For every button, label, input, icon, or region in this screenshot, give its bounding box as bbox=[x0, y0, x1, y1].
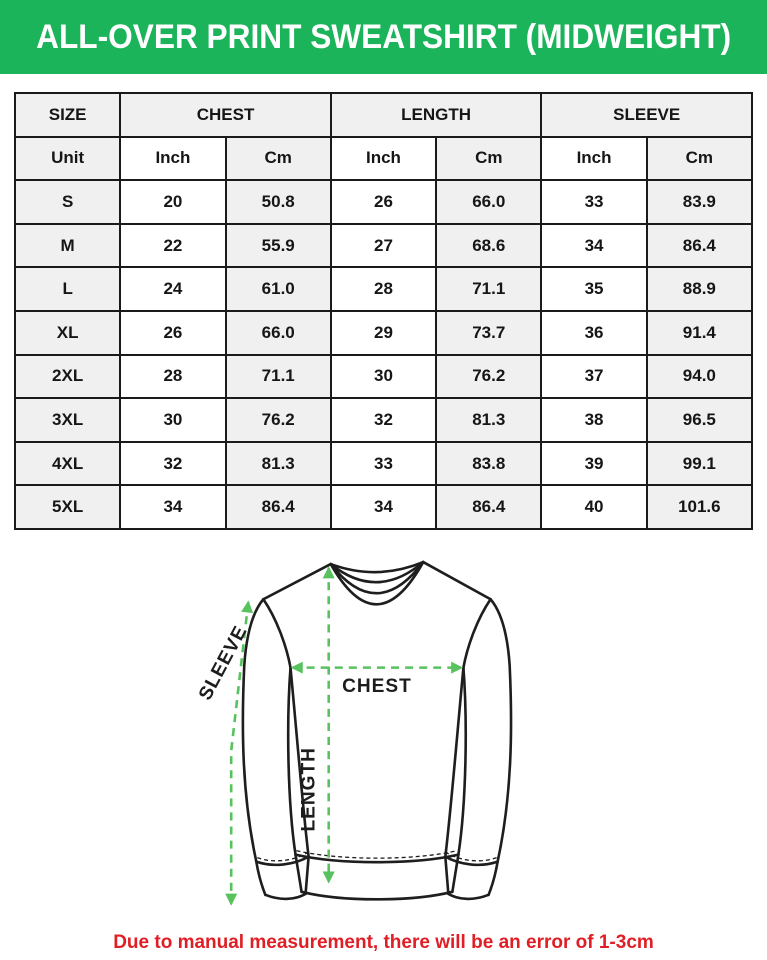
sweatshirt-diagram: SLEEVE CHEST LENGTH bbox=[0, 550, 767, 924]
size-row: 4XL 32 81.3 33 83.8 39 99.1 bbox=[13, 440, 754, 487]
value-cell: 50.8 bbox=[224, 179, 332, 225]
unit-cell: Inch bbox=[540, 135, 648, 182]
unit-cell: Unit bbox=[13, 135, 122, 182]
size-row: S 20 50.8 26 66.0 33 83.9 bbox=[13, 179, 754, 225]
value-cell: 30 bbox=[119, 397, 227, 443]
column-group-size: SIZE bbox=[13, 92, 122, 138]
value-cell: 86.4 bbox=[224, 484, 332, 530]
unit-cell: Cm bbox=[645, 135, 754, 182]
sweatshirt-outline bbox=[241, 560, 512, 901]
column-group-length: LENGTH bbox=[329, 92, 543, 138]
unit-cell: Cm bbox=[224, 135, 332, 182]
value-cell: 71.1 bbox=[435, 266, 543, 312]
value-cell: 40 bbox=[540, 484, 648, 530]
value-cell: 76.2 bbox=[435, 353, 543, 400]
size-cell: M bbox=[13, 222, 122, 269]
sleeve-measure-arrow bbox=[224, 600, 253, 906]
chest-label: CHEST bbox=[342, 676, 412, 697]
value-cell: 99.1 bbox=[645, 440, 754, 487]
measure-arrows bbox=[224, 566, 463, 906]
value-cell: 101.6 bbox=[645, 484, 754, 530]
value-cell: 68.6 bbox=[435, 222, 543, 269]
value-cell: 86.4 bbox=[645, 222, 754, 269]
value-cell: 20 bbox=[119, 179, 227, 225]
value-cell: 88.9 bbox=[645, 266, 754, 312]
value-cell: 26 bbox=[119, 309, 227, 356]
size-chart-table: SIZE CHEST LENGTH SLEEVE Unit Inch Cm Inch Cm Inc… bbox=[13, 92, 754, 530]
value-cell: 37 bbox=[540, 353, 648, 400]
value-cell: 86.4 bbox=[435, 484, 543, 530]
value-cell: 26 bbox=[329, 179, 438, 225]
value-cell: 35 bbox=[540, 266, 648, 312]
size-cell: 4XL bbox=[13, 440, 122, 487]
size-row: 2XL 28 71.1 30 76.2 37 94.0 bbox=[13, 353, 754, 400]
unit-cell: Inch bbox=[119, 135, 227, 182]
title-banner: ALL-OVER PRINT SWEATSHIRT (MIDWEIGHT) bbox=[0, 0, 767, 74]
value-cell: 55.9 bbox=[224, 222, 332, 269]
measurement-disclaimer: Due to manual measurement, there will be… bbox=[113, 931, 654, 953]
page-title: ALL-OVER PRINT SWEATSHIRT (MIDWEIGHT) bbox=[35, 17, 732, 56]
value-cell: 33 bbox=[540, 179, 648, 225]
size-row: XL 26 66.0 29 73.7 36 91.4 bbox=[13, 309, 754, 356]
value-cell: 71.1 bbox=[224, 353, 332, 400]
value-cell: 32 bbox=[119, 440, 227, 487]
size-row: L 24 61.0 28 71.1 35 88.9 bbox=[13, 266, 754, 312]
value-cell: 22 bbox=[119, 222, 227, 269]
sweatshirt-diagram-svg: SLEEVE CHEST LENGTH bbox=[198, 560, 512, 906]
unit-cell: Inch bbox=[329, 135, 438, 182]
value-cell: 30 bbox=[329, 353, 438, 400]
size-row: 5XL 34 86.4 34 86.4 40 101.6 bbox=[13, 484, 754, 530]
value-cell: 91.4 bbox=[645, 309, 754, 356]
value-cell: 38 bbox=[540, 397, 648, 443]
value-cell: 76.2 bbox=[224, 397, 332, 443]
value-cell: 36 bbox=[540, 309, 648, 356]
value-cell: 96.5 bbox=[645, 397, 754, 443]
value-cell: 24 bbox=[119, 266, 227, 312]
value-cell: 29 bbox=[329, 309, 438, 356]
size-cell: XL bbox=[13, 309, 122, 356]
value-cell: 33 bbox=[329, 440, 438, 487]
value-cell: 32 bbox=[329, 397, 438, 443]
value-cell: 34 bbox=[329, 484, 438, 530]
size-cell: S bbox=[13, 179, 122, 225]
column-group-sleeve: SLEEVE bbox=[540, 92, 753, 138]
column-group-chest: CHEST bbox=[119, 92, 332, 138]
value-cell: 81.3 bbox=[224, 440, 332, 487]
size-chart-body: S 20 50.8 26 66.0 33 83.9 M 22 55.9 27 68.6 34 86.4 L 2… bbox=[13, 179, 754, 530]
value-cell: 66.0 bbox=[224, 309, 332, 356]
value-cell: 94.0 bbox=[645, 353, 754, 400]
value-cell: 73.7 bbox=[435, 309, 543, 356]
size-cell: 3XL bbox=[13, 397, 122, 443]
size-row: M 22 55.9 27 68.6 34 86.4 bbox=[13, 222, 754, 269]
value-cell: 61.0 bbox=[224, 266, 332, 312]
size-row: 3XL 30 76.2 32 81.3 38 96.5 bbox=[13, 397, 754, 443]
size-cell: 2XL bbox=[13, 353, 122, 400]
value-cell: 83.9 bbox=[645, 179, 754, 225]
value-cell: 34 bbox=[540, 222, 648, 269]
value-cell: 39 bbox=[540, 440, 648, 487]
value-cell: 81.3 bbox=[435, 397, 543, 443]
value-cell: 34 bbox=[119, 484, 227, 530]
unit-cell: Cm bbox=[435, 135, 543, 182]
value-cell: 27 bbox=[329, 222, 438, 269]
value-cell: 28 bbox=[329, 266, 438, 312]
size-chart-head: SIZE CHEST LENGTH SLEEVE Unit Inch Cm Inch Cm Inc… bbox=[13, 92, 754, 182]
value-cell: 28 bbox=[119, 353, 227, 400]
value-cell: 66.0 bbox=[435, 179, 543, 225]
value-cell: 83.8 bbox=[435, 440, 543, 487]
size-chart-section: SIZE CHEST LENGTH SLEEVE Unit Inch Cm Inch Cm Inc… bbox=[13, 92, 754, 530]
size-cell: L bbox=[13, 266, 122, 312]
length-label: LENGTH bbox=[298, 747, 319, 832]
size-cell: 5XL bbox=[13, 484, 122, 530]
